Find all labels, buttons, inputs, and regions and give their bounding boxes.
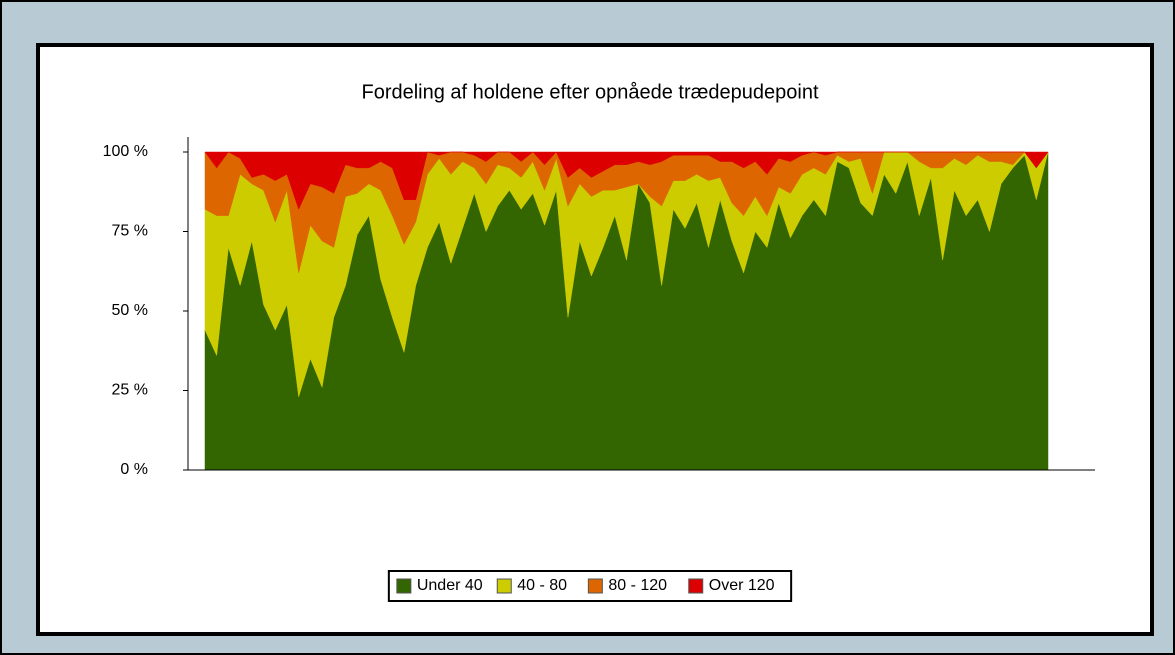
legend-swatch bbox=[688, 578, 704, 594]
legend-swatch bbox=[396, 578, 412, 594]
legend-label: Under 40 bbox=[417, 577, 483, 594]
y-tick-label: 75 % bbox=[112, 223, 148, 240]
legend-label: 80 - 120 bbox=[608, 577, 667, 594]
area bbox=[204, 151, 1049, 210]
legend-swatch bbox=[496, 578, 512, 594]
y-tick-label: 0 % bbox=[120, 461, 148, 478]
legend-label: Over 120 bbox=[709, 577, 775, 594]
y-tick-label: 100 % bbox=[103, 143, 148, 160]
y-tick-label: 25 % bbox=[112, 382, 148, 399]
legend-swatch bbox=[587, 578, 603, 594]
chart-title: Fordeling af holdene efter opnåede træde… bbox=[361, 81, 818, 103]
y-tick-label: 50 % bbox=[112, 302, 148, 319]
legend: Under 40 40 - 80 80 - 120 Over 120 bbox=[387, 570, 793, 602]
legend-label: 40 - 80 bbox=[517, 577, 567, 594]
